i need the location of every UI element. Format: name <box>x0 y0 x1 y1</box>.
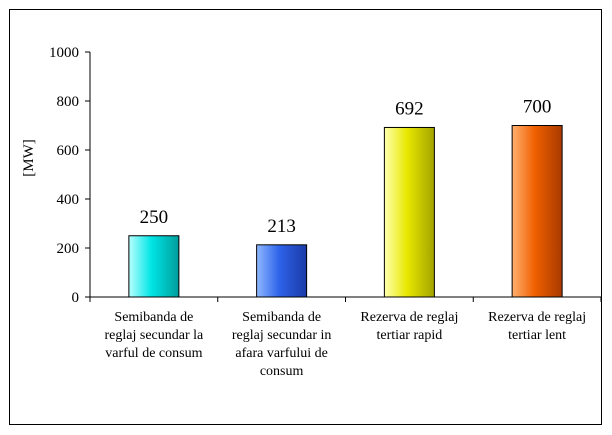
x-category-label: afara varfului de <box>235 346 328 361</box>
x-category-label: Rezerva de reglaj <box>360 310 458 325</box>
y-tick-label: 1000 <box>49 45 79 61</box>
x-category-label: reglaj secundar in <box>232 328 332 343</box>
bar <box>128 235 180 298</box>
data-label: 700 <box>523 97 552 118</box>
bar <box>256 244 308 298</box>
data-label: 692 <box>395 98 424 119</box>
data-label: 213 <box>267 216 296 237</box>
y-tick-label: 800 <box>57 94 80 110</box>
chart-frame <box>9 9 602 425</box>
y-tick-label: 600 <box>57 143 80 159</box>
bar <box>511 125 563 298</box>
x-category-label: Semibanda de <box>242 310 321 325</box>
x-category-label: varful de consum <box>105 346 202 361</box>
x-category-label: consum <box>260 364 304 379</box>
y-tick-label: 0 <box>72 290 80 306</box>
x-category-label: Semibanda de <box>114 310 193 325</box>
x-category-label: tertiar lent <box>508 328 566 343</box>
x-category-label: Rezerva de reglaj <box>488 310 586 325</box>
y-axis-title: [MW] <box>21 139 37 177</box>
data-label: 250 <box>140 207 169 228</box>
y-tick-label: 400 <box>57 192 80 208</box>
x-category-label: reglaj secundar la <box>105 328 205 343</box>
bar <box>383 126 435 298</box>
y-tick-label: 200 <box>57 241 80 257</box>
x-category-label: tertiar rapid <box>377 328 443 343</box>
